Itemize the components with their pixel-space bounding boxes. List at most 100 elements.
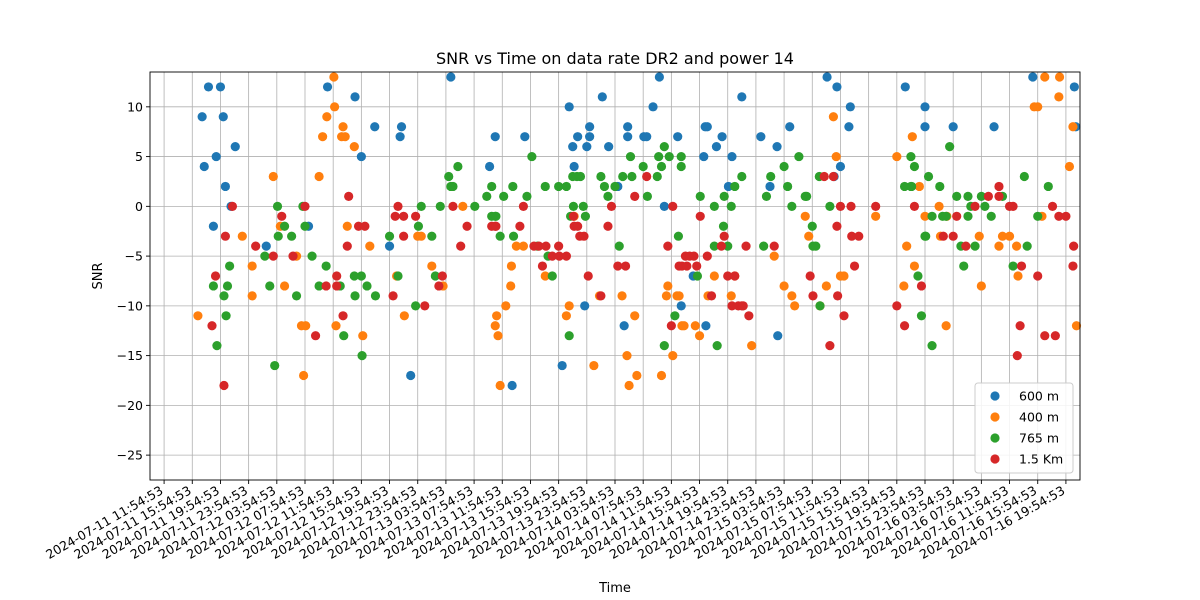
y-tick-label: −5: [125, 249, 143, 264]
point-400-m: [561, 311, 571, 321]
point-400-m: [622, 351, 632, 361]
point-1.5-km: [702, 251, 712, 261]
point-400-m: [909, 261, 920, 271]
y-tick-label: 5: [135, 149, 143, 164]
point-765-m: [300, 221, 310, 231]
point-600-m: [773, 331, 783, 341]
point-1.5-km: [983, 191, 994, 201]
point-600-m: [585, 122, 595, 132]
legend-marker: [990, 433, 1000, 443]
point-765-m: [963, 211, 973, 221]
point-400-m: [871, 211, 881, 221]
point-400-m: [630, 311, 640, 321]
point-765-m: [314, 281, 324, 291]
point-765-m: [907, 181, 917, 192]
point-765-m: [1033, 211, 1043, 221]
point-600-m: [845, 102, 855, 112]
point-1.5-km: [938, 231, 948, 241]
point-1.5-km: [620, 261, 631, 271]
point-1.5-km: [994, 191, 1004, 201]
point-400-m: [831, 151, 841, 162]
point-600-m: [484, 161, 495, 172]
point-600-m: [765, 181, 775, 192]
point-765-m: [692, 271, 703, 281]
point-765-m: [393, 271, 403, 281]
point-765-m: [339, 331, 349, 341]
point-1.5-km: [689, 251, 699, 261]
point-765-m: [540, 181, 550, 192]
point-765-m: [470, 201, 480, 211]
point-400-m: [899, 281, 909, 291]
point-1.5-km: [642, 171, 652, 182]
point-1.5-km: [515, 221, 525, 231]
point-1.5-km: [613, 261, 623, 271]
point-1.5-km: [1069, 241, 1079, 251]
point-1.5-km: [434, 281, 444, 291]
point-400-m: [1054, 92, 1064, 102]
point-600-m: [350, 92, 360, 102]
point-1.5-km: [537, 261, 548, 271]
point-1.5-km: [390, 211, 400, 221]
point-1.5-km: [825, 341, 835, 351]
point-1.5-km: [561, 251, 571, 261]
point-765-m: [927, 211, 937, 221]
point-400-m: [322, 112, 332, 122]
point-600-m: [699, 151, 709, 162]
point-1.5-km: [846, 201, 856, 211]
point-1.5-km: [899, 321, 910, 331]
point-765-m: [1019, 171, 1029, 182]
point-600-m: [701, 321, 711, 331]
point-400-m: [1011, 241, 1022, 251]
point-765-m: [522, 191, 532, 201]
point-765-m: [580, 211, 591, 221]
y-axis-label: SNR: [91, 262, 106, 289]
point-1.5-km: [491, 221, 501, 231]
point-400-m: [787, 291, 797, 301]
point-400-m: [247, 261, 257, 271]
point-1.5-km: [310, 331, 321, 341]
point-600-m: [648, 102, 658, 112]
point-1.5-km: [268, 251, 278, 261]
point-765-m: [726, 201, 736, 211]
point-1.5-km: [695, 211, 705, 221]
point-1.5-km: [207, 321, 217, 331]
point-1.5-km: [666, 321, 676, 331]
point-765-m: [670, 311, 680, 321]
point-765-m: [695, 191, 705, 201]
point-600-m: [676, 301, 686, 311]
point-1.5-km: [399, 211, 409, 221]
point-1.5-km: [828, 171, 839, 182]
point-400-m: [679, 321, 689, 331]
point-1.5-km: [1012, 351, 1022, 361]
point-765-m: [627, 171, 637, 182]
point-400-m: [997, 231, 1008, 241]
point-400-m: [821, 281, 831, 291]
point-400-m: [540, 271, 550, 281]
point-400-m: [298, 370, 309, 381]
point-765-m: [487, 181, 497, 192]
point-600-m: [642, 132, 652, 142]
point-1.5-km: [909, 201, 920, 211]
point-765-m: [659, 142, 669, 152]
point-1.5-km: [210, 271, 221, 281]
point-1.5-km: [849, 261, 860, 271]
point-400-m: [501, 301, 511, 311]
point-400-m: [907, 132, 917, 142]
point-765-m: [913, 271, 923, 281]
y-axis: 10 5 0 −5 −10 −15 −20 −25: [117, 99, 150, 463]
point-400-m: [193, 311, 203, 321]
point-1.5-km: [832, 221, 842, 231]
y-tick-label: 0: [135, 199, 143, 214]
point-600-m: [832, 82, 842, 92]
point-400-m: [506, 261, 517, 271]
point-1.5-km: [819, 171, 829, 182]
point-765-m: [416, 201, 426, 211]
point-765-m: [766, 171, 776, 182]
point-400-m: [1071, 321, 1082, 331]
point-1.5-km: [277, 211, 287, 221]
point-1.5-km: [338, 311, 348, 321]
point-400-m: [994, 241, 1004, 251]
point-765-m: [287, 231, 297, 241]
point-600-m: [659, 201, 669, 211]
